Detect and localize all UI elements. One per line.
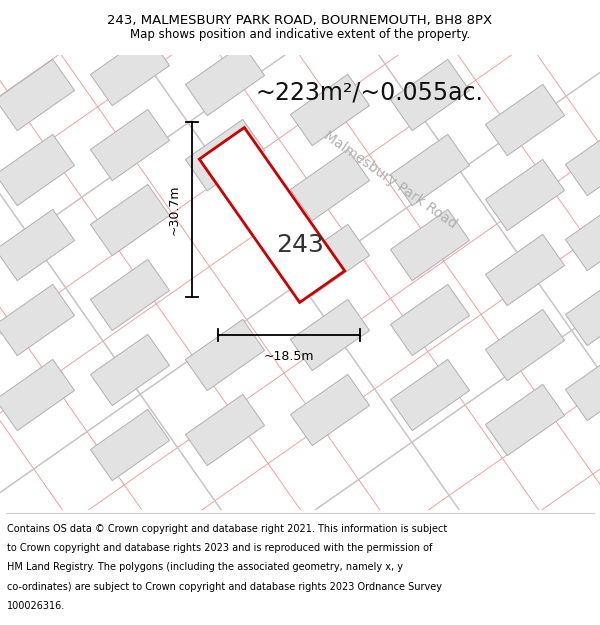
Polygon shape <box>185 319 265 391</box>
Text: ~18.5m: ~18.5m <box>264 351 314 364</box>
Polygon shape <box>91 334 170 406</box>
Text: 100026316.: 100026316. <box>7 601 65 611</box>
Polygon shape <box>565 274 600 346</box>
Polygon shape <box>391 284 470 356</box>
Polygon shape <box>290 74 370 146</box>
Polygon shape <box>391 59 470 131</box>
Polygon shape <box>91 34 170 106</box>
Polygon shape <box>391 134 470 206</box>
Text: Malmesbury Park Road: Malmesbury Park Road <box>321 129 459 231</box>
Polygon shape <box>391 209 470 281</box>
Polygon shape <box>0 134 74 206</box>
Polygon shape <box>391 359 470 431</box>
Text: Map shows position and indicative extent of the property.: Map shows position and indicative extent… <box>130 28 470 41</box>
Text: HM Land Registry. The polygons (including the associated geometry, namely x, y: HM Land Registry. The polygons (includin… <box>7 562 403 572</box>
Polygon shape <box>565 124 600 196</box>
Text: Contains OS data © Crown copyright and database right 2021. This information is : Contains OS data © Crown copyright and d… <box>7 524 448 534</box>
Polygon shape <box>290 224 370 296</box>
Polygon shape <box>0 359 74 431</box>
Polygon shape <box>91 109 170 181</box>
Text: ~30.7m: ~30.7m <box>167 184 181 235</box>
Polygon shape <box>565 349 600 421</box>
Polygon shape <box>290 374 370 446</box>
Polygon shape <box>91 409 170 481</box>
Text: co-ordinates) are subject to Crown copyright and database rights 2023 Ordnance S: co-ordinates) are subject to Crown copyr… <box>7 582 442 592</box>
Text: 243, MALMESBURY PARK ROAD, BOURNEMOUTH, BH8 8PX: 243, MALMESBURY PARK ROAD, BOURNEMOUTH, … <box>107 14 493 27</box>
Polygon shape <box>485 234 565 306</box>
Polygon shape <box>185 119 265 191</box>
Polygon shape <box>565 199 600 271</box>
Polygon shape <box>0 59 74 131</box>
Polygon shape <box>290 299 370 371</box>
Polygon shape <box>485 384 565 456</box>
Polygon shape <box>91 259 170 331</box>
Polygon shape <box>485 159 565 231</box>
Polygon shape <box>199 127 345 302</box>
Polygon shape <box>185 394 265 466</box>
Polygon shape <box>290 149 370 221</box>
Polygon shape <box>0 284 74 356</box>
Polygon shape <box>485 309 565 381</box>
Polygon shape <box>91 184 170 256</box>
Text: to Crown copyright and database rights 2023 and is reproduced with the permissio: to Crown copyright and database rights 2… <box>7 543 433 553</box>
Polygon shape <box>185 44 265 116</box>
Polygon shape <box>485 84 565 156</box>
Text: ~223m²/~0.055ac.: ~223m²/~0.055ac. <box>255 80 483 104</box>
Polygon shape <box>0 209 74 281</box>
Text: 243: 243 <box>276 233 324 257</box>
